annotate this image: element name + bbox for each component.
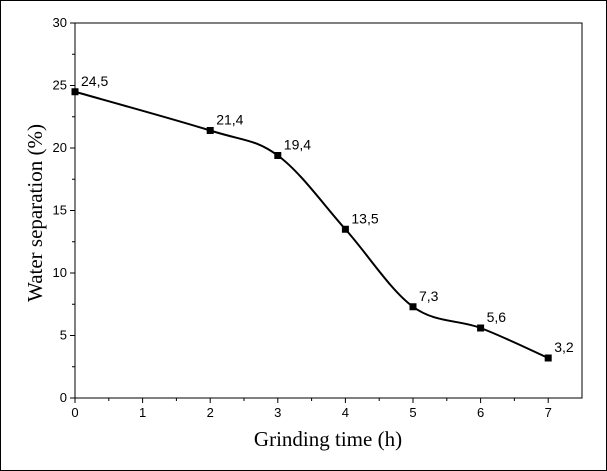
data-marks: 24,5 21,4 19,4 13,5 7,3 5,6 3,2	[71, 73, 574, 362]
data-label: 19,4	[284, 137, 311, 153]
x-tick-label: 0	[71, 405, 78, 420]
data-point	[206, 127, 214, 134]
y-tick-label: 5	[60, 328, 67, 343]
y-axis-title: Water separation (%)	[23, 124, 47, 302]
y-tick-label: 30	[53, 15, 67, 30]
data-label: 21,4	[216, 112, 243, 128]
x-tick-label: 6	[477, 405, 484, 420]
y-tick-label: 0	[60, 390, 67, 405]
data-point	[477, 324, 485, 332]
data-label: 24,5	[81, 73, 108, 89]
x-tick-label: 5	[409, 405, 416, 420]
x-tick-label: 3	[274, 405, 281, 420]
y-tick-label: 10	[53, 265, 67, 280]
x-tick-label: 7	[545, 405, 552, 420]
x-tick-label: 2	[207, 405, 214, 420]
x-axis-title: Grinding time (h)	[254, 427, 402, 451]
data-point	[409, 303, 417, 311]
data-label: 3,2	[554, 339, 574, 355]
data-point	[544, 354, 552, 362]
data-point	[341, 225, 349, 233]
series-line	[74, 90, 549, 359]
y-tick-label: 15	[53, 203, 67, 218]
data-label: 5,6	[487, 309, 507, 325]
data-point	[71, 88, 79, 96]
data-label: 13,5	[351, 210, 378, 226]
axes: 0 1 2 3 4 5 6 7 0 5 10 15 20 25 30	[53, 15, 583, 420]
y-tick-label: 20	[53, 140, 67, 155]
x-tick-label: 1	[139, 405, 146, 420]
data-label: 7,3	[419, 288, 439, 304]
y-tick-label: 25	[53, 78, 67, 93]
data-point	[274, 152, 282, 159]
x-tick-label: 4	[342, 405, 349, 420]
